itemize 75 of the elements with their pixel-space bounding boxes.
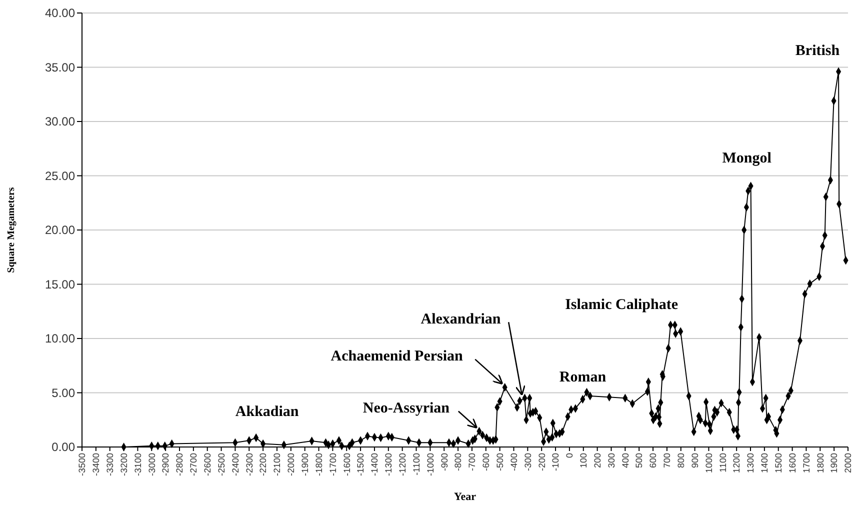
annotation: Mongol [722, 150, 772, 166]
annotation: Roman [559, 369, 607, 386]
x-tick-label: 400 [620, 453, 630, 468]
annotation: Achaemenid Persian [330, 348, 464, 365]
y-tick-label: 35.00 [44, 60, 76, 74]
x-tick-label: 700 [662, 453, 672, 468]
y-tick-label: 25.00 [44, 168, 76, 183]
x-tick-label: 600 [648, 453, 658, 468]
x-tick-label: 900 [690, 453, 700, 468]
x-tick-label: -1700 [328, 453, 338, 476]
y-tick-label: 30.00 [44, 114, 76, 129]
x-tick-label: -3300 [105, 453, 116, 476]
x-tick-label: 1300 [746, 453, 756, 474]
annotation: Islamic Caliphate [565, 297, 678, 314]
x-tick-label: -400 [508, 453, 519, 472]
x-tick-label: 1800 [815, 453, 826, 474]
x-tick-label: -2600 [202, 453, 212, 476]
x-tick-label: -2800 [174, 453, 185, 476]
x-tick-label: -2300 [244, 453, 254, 476]
x-tick-label: -500 [494, 453, 505, 472]
x-tick-label: -3000 [146, 453, 157, 476]
x-tick-label: 300 [606, 453, 616, 468]
x-tick-label: -2000 [286, 453, 296, 476]
x-tick-label: -900 [439, 453, 450, 472]
x-tick-label: -1900 [300, 453, 310, 476]
x-tick-label: -3100 [132, 453, 143, 476]
x-tick-label: -1500 [356, 453, 366, 476]
x-axis-title: Year [454, 491, 476, 503]
x-tick-label: -1000 [425, 453, 436, 476]
x-tick-label: -3200 [118, 453, 129, 476]
x-tick-label: -2500 [216, 453, 226, 476]
x-tick-label: 2000 [843, 453, 853, 474]
x-tick-label: -1200 [397, 453, 408, 476]
x-tick-label: -1100 [411, 453, 422, 476]
annotation: Akkadian [235, 404, 300, 420]
x-tick-label: -2900 [160, 453, 171, 476]
x-tick-label: 200 [592, 453, 602, 468]
y-tick-label: 0.00 [52, 440, 76, 454]
x-tick-label: -1300 [384, 453, 394, 476]
y-tick-label: 20.00 [44, 223, 76, 238]
x-tick-label: 800 [676, 453, 686, 468]
y-tick-label: 15.00 [44, 277, 76, 292]
x-tick-label: -2200 [258, 453, 268, 476]
x-tick-label: -2100 [272, 453, 282, 476]
annotation: Alexandrian [420, 311, 502, 328]
x-tick-label: 1100 [718, 453, 728, 472]
x-tick-label: 100 [578, 453, 589, 468]
annotation: British [795, 42, 840, 59]
x-tick-label: -100 [550, 453, 561, 472]
x-tick-label: 1400 [760, 453, 770, 474]
x-tick-label: 1200 [732, 453, 742, 474]
x-tick-label: -200 [536, 453, 547, 472]
x-tick-label: -600 [481, 453, 492, 472]
annotation: Neo-Assyrian [362, 400, 450, 417]
x-tick-label: -3400 [91, 453, 102, 476]
x-tick-label: 0 [564, 453, 575, 458]
x-tick-label: -1800 [314, 453, 324, 476]
x-tick-label: -700 [467, 453, 478, 472]
x-tick-label: 1600 [787, 453, 798, 474]
x-tick-label: 500 [634, 453, 644, 468]
x-tick-label: -1400 [370, 453, 380, 476]
x-tick-label: -1600 [342, 453, 352, 476]
x-tick-label: 1500 [774, 453, 784, 474]
x-tick-label: 1000 [704, 453, 714, 474]
x-tick-label: 1700 [801, 453, 812, 474]
y-axis-title: Square Megameters [6, 187, 17, 273]
x-tick-label: 1900 [829, 453, 840, 474]
x-tick-label: -3500 [77, 453, 88, 476]
x-tick-label: -2400 [230, 453, 240, 476]
y-tick-label: 5.00 [52, 386, 76, 400]
x-tick-label: -800 [453, 453, 464, 472]
x-tick-label: -300 [522, 453, 533, 472]
y-tick-label: 10.00 [44, 332, 76, 346]
y-tick-label: 40.00 [44, 6, 76, 20]
x-tick-label: -2700 [188, 453, 199, 476]
